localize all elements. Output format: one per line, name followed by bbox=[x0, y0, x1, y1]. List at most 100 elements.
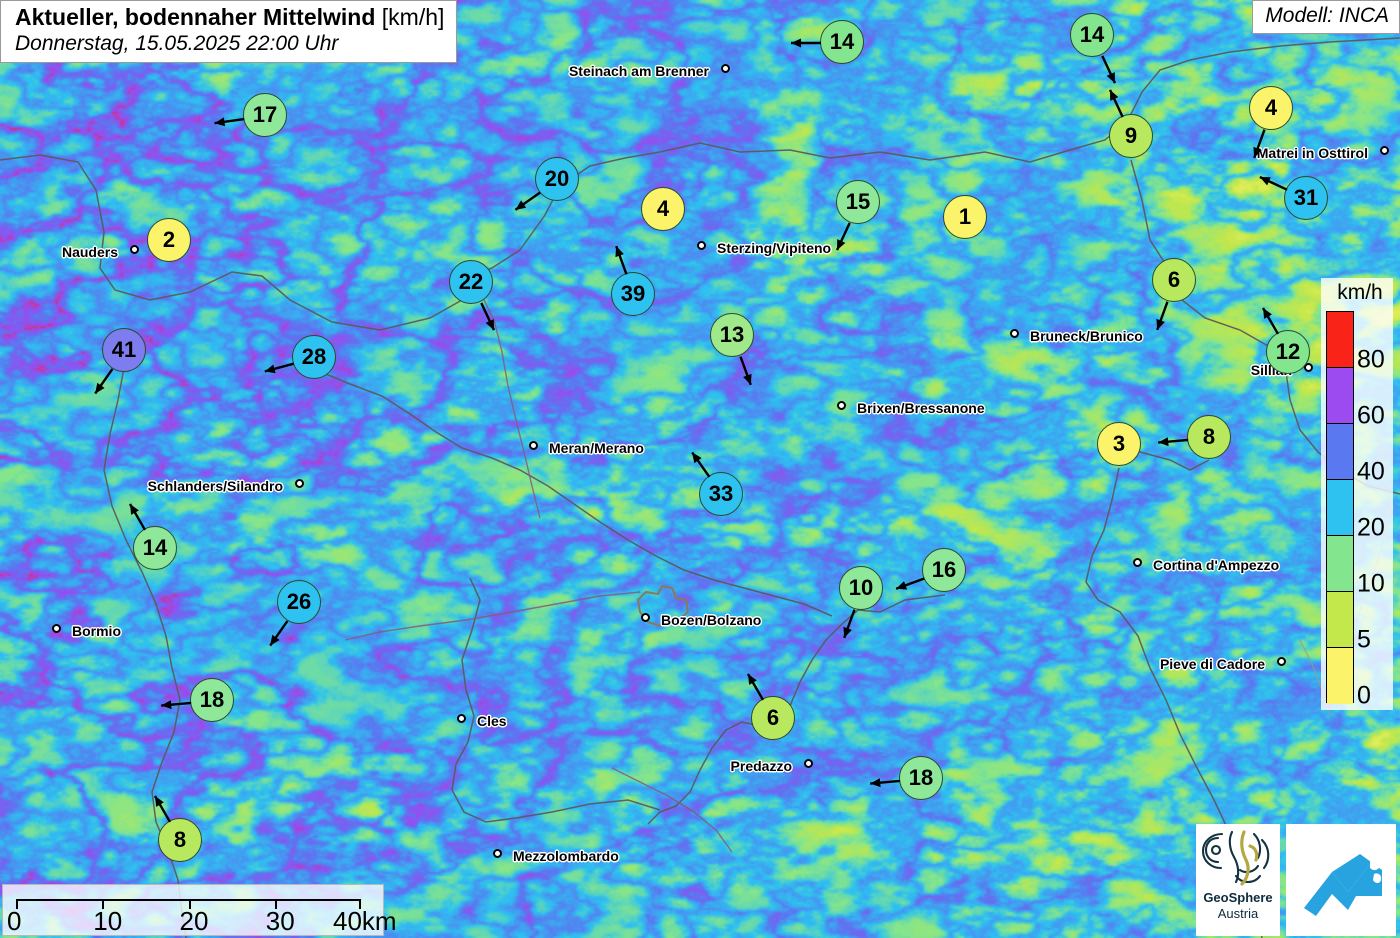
wind-station-marker[interactable]: 13 bbox=[710, 313, 754, 386]
geosphere-country: Austria bbox=[1217, 906, 1259, 921]
wind-station-marker[interactable]: 33 bbox=[691, 451, 743, 516]
wind-direction-arrow-icon bbox=[691, 451, 711, 478]
legend-band bbox=[1327, 648, 1353, 704]
wind-station-marker[interactable]: 28 bbox=[264, 335, 336, 379]
page-title-text: Aktueller, bodennaher Mittelwind bbox=[15, 4, 376, 30]
wind-station-marker[interactable]: 6 bbox=[746, 673, 795, 740]
scale-tick-mark bbox=[274, 899, 277, 909]
city-dot-icon bbox=[130, 245, 139, 254]
wind-direction-arrow-icon bbox=[615, 245, 628, 275]
city-label: Bozen/Bolzano bbox=[661, 612, 762, 628]
city-label: Mezzolombardo bbox=[513, 848, 619, 864]
legend-unit-label: km/h bbox=[1337, 281, 1383, 304]
city-dot-icon bbox=[721, 64, 730, 73]
city-dot-icon bbox=[1133, 558, 1142, 567]
wind-station-marker[interactable]: 8 bbox=[153, 795, 202, 862]
legend-colorbar bbox=[1326, 311, 1354, 704]
title-box: Aktueller, bodennaher Mittelwind [km/h] … bbox=[0, 0, 458, 63]
legend-band bbox=[1327, 536, 1353, 592]
wind-station-marker[interactable]: 8 bbox=[1158, 415, 1231, 459]
wind-direction-arrow-icon bbox=[94, 368, 114, 395]
wind-station-marker[interactable]: 16 bbox=[895, 548, 966, 592]
page-title-unit: [km/h] bbox=[381, 4, 445, 30]
model-label: Modell: INCA bbox=[1252, 0, 1400, 34]
wind-station-marker[interactable]: 41 bbox=[94, 328, 146, 395]
wind-direction-arrow-icon bbox=[1101, 55, 1117, 84]
city-dot-icon bbox=[804, 759, 813, 768]
legend-tick-label: 0 bbox=[1357, 681, 1371, 710]
city-label: Cortina d'Ampezzo bbox=[1153, 557, 1280, 573]
city-label: Matrei in Osttirol bbox=[1256, 145, 1368, 161]
city-dot-icon bbox=[697, 241, 706, 250]
city-dot-icon bbox=[295, 479, 304, 488]
wind-direction-arrow-icon bbox=[514, 191, 541, 211]
wind-station-marker[interactable]: 18 bbox=[161, 678, 234, 722]
wind-station-marker[interactable]: 6 bbox=[1152, 258, 1196, 331]
city-dot-icon bbox=[837, 401, 846, 410]
city-dot-icon bbox=[529, 441, 538, 450]
scale-tick-mark bbox=[188, 899, 191, 909]
wind-direction-arrow-icon bbox=[264, 362, 295, 374]
city-dot-icon bbox=[457, 714, 466, 723]
legend-tick-label: 10 bbox=[1357, 569, 1385, 598]
city-label: Bruneck/Brunico bbox=[1030, 328, 1143, 344]
partner-logo bbox=[1286, 824, 1396, 936]
city-dot-icon bbox=[493, 849, 502, 858]
page-subtitle: Donnerstag, 15.05.2025 22:00 Uhr bbox=[15, 31, 339, 55]
wind-station-marker[interactable]: 1 bbox=[943, 195, 987, 239]
wind-direction-arrow-icon bbox=[269, 620, 289, 647]
wind-direction-arrow-icon bbox=[214, 117, 245, 127]
legend-tick-label: 5 bbox=[1357, 625, 1371, 654]
wind-station-marker[interactable]: 3 bbox=[1097, 422, 1141, 466]
city-dot-icon bbox=[52, 624, 61, 633]
city-dot-icon bbox=[1380, 146, 1389, 155]
wind-direction-arrow-icon bbox=[870, 778, 901, 788]
wind-station-marker[interactable]: 20 bbox=[514, 157, 579, 211]
city-label: Brixen/Bressanone bbox=[857, 400, 985, 416]
legend-tick-label: 60 bbox=[1357, 401, 1385, 430]
wind-station-marker[interactable]: 14 bbox=[1070, 13, 1117, 84]
scale-tick-label: 20 bbox=[179, 906, 209, 936]
wind-direction-arrow-icon bbox=[128, 503, 147, 531]
wind-station-marker[interactable]: 15 bbox=[835, 180, 880, 251]
wind-station-marker[interactable]: 12 bbox=[1261, 307, 1310, 374]
wind-station-marker[interactable]: 4 bbox=[641, 187, 685, 231]
wind-station-marker[interactable]: 14 bbox=[791, 20, 864, 64]
wind-direction-arrow-icon bbox=[835, 222, 851, 251]
city-dot-icon bbox=[641, 613, 650, 622]
city-dot-icon bbox=[1010, 329, 1019, 338]
wind-direction-arrow-icon bbox=[791, 38, 821, 48]
wind-direction-arrow-icon bbox=[480, 302, 496, 331]
wind-station-marker[interactable]: 10 bbox=[839, 566, 883, 639]
legend-tick-label: 80 bbox=[1357, 345, 1385, 374]
wind-direction-arrow-icon bbox=[1259, 175, 1288, 191]
wind-direction-arrow-icon bbox=[153, 795, 172, 823]
legend-band bbox=[1327, 480, 1353, 536]
wind-direction-arrow-icon bbox=[161, 700, 192, 710]
scale-tick-label: 10 bbox=[93, 906, 123, 936]
wind-direction-arrow-icon bbox=[1108, 89, 1124, 118]
wind-direction-arrow-icon bbox=[1158, 437, 1189, 447]
city-dot-icon bbox=[1277, 657, 1286, 666]
scale-bar-panel bbox=[2, 884, 384, 936]
wind-station-marker[interactable]: 17 bbox=[214, 93, 287, 137]
city-label: Sterzing/Vipiteno bbox=[717, 240, 832, 256]
wind-station-marker[interactable]: 18 bbox=[870, 756, 943, 800]
wind-station-marker[interactable]: 22 bbox=[449, 260, 496, 331]
wind-station-marker[interactable]: 14 bbox=[128, 503, 177, 570]
wind-station-marker[interactable]: 31 bbox=[1259, 175, 1328, 220]
wind-station-marker[interactable]: 9 bbox=[1108, 89, 1153, 158]
wind-station-marker[interactable]: 4 bbox=[1249, 86, 1293, 159]
legend-band bbox=[1327, 592, 1353, 648]
mountain-arrow-icon bbox=[1304, 854, 1382, 916]
wind-station-marker[interactable]: 39 bbox=[611, 245, 655, 316]
wind-station-marker[interactable]: 26 bbox=[269, 580, 321, 647]
wind-direction-arrow-icon bbox=[1253, 129, 1266, 159]
wind-station-marker[interactable]: 2 bbox=[147, 218, 191, 262]
legend-band bbox=[1327, 368, 1353, 424]
geosphere-mark-icon bbox=[1201, 830, 1270, 886]
city-dot-icon bbox=[1304, 363, 1313, 372]
city-label: Nauders bbox=[61, 244, 118, 260]
